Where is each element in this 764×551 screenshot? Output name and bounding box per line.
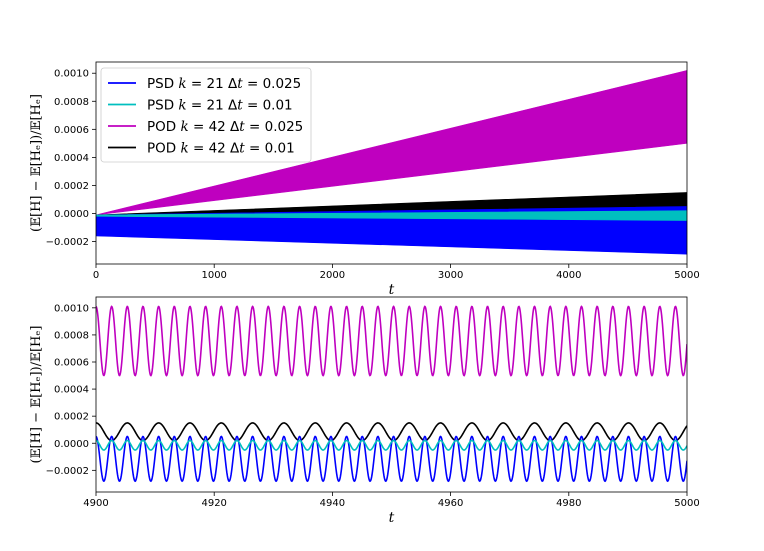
top-ytick-label: 0.0004 <box>54 153 89 164</box>
bottom-ytick-label: 0.0004 <box>54 385 89 396</box>
legend-entry-part: 42 <box>209 141 226 157</box>
bottom-series-line-0 <box>96 435 687 483</box>
bottom-xtick-label: 4920 <box>201 498 226 509</box>
bottom-xtick-label: 4940 <box>320 498 345 509</box>
top-xtick-label: 2000 <box>320 270 345 281</box>
top-xtick-label: 5000 <box>674 270 699 281</box>
legend-entry-part: = <box>243 76 263 92</box>
top-chart: 0 1000 2000 3000 4000 5000 −0.0002 0.0000 0.0002… <box>29 61 700 298</box>
bottom-series-line-2 <box>96 305 687 377</box>
legend-entry-part: = <box>245 119 265 135</box>
top-ytick-label: 0.0010 <box>54 69 89 80</box>
bottom-ytick-label: 0.0010 <box>54 303 89 314</box>
legend-entry-part: 21 <box>207 98 224 114</box>
bottom-ytick-label: 0.0002 <box>54 412 89 423</box>
top-series-band-2 <box>96 70 687 216</box>
bottom-xtick-label: 4980 <box>556 498 581 509</box>
legend-entry-part: 21 <box>207 76 224 92</box>
legend-box <box>100 67 312 163</box>
top-frame <box>95 61 688 265</box>
legend-entry-part: t <box>239 141 245 157</box>
top-xlabel: t <box>389 282 395 298</box>
legend-entry-part: k <box>180 141 188 157</box>
legend-entry-part: k <box>178 76 186 92</box>
bottom-chart: 4900 4920 4940 4960 4980 5000 −0.0002 0.0000 0.0… <box>29 296 700 526</box>
bottom-xtick-label: 4960 <box>438 498 463 509</box>
top-ytick-label: 0.0000 <box>54 209 89 220</box>
legend-entry-part: 0.025 <box>265 119 304 135</box>
legend-entry-part: Δ <box>224 76 238 92</box>
legend-entry-part: = <box>189 141 209 157</box>
top-xtick-label: 3000 <box>438 270 463 281</box>
legend-entry-part: PSD <box>147 76 178 92</box>
legend-entry-part: 0.025 <box>263 76 302 92</box>
legend-entry-part: k <box>180 119 188 135</box>
top-ytick-label: 0.0006 <box>54 125 89 136</box>
legend-entry-part: k <box>178 98 186 114</box>
legend-entry-part: Δ <box>224 98 238 114</box>
legend-entry-part: = <box>189 119 209 135</box>
legend-entry-part: = <box>187 76 207 92</box>
bottom-ytick-label: 0.0006 <box>54 358 89 369</box>
legend-entry-part: 0.01 <box>263 98 293 114</box>
bottom-ytick-label: 0.0000 <box>54 439 89 450</box>
bottom-plot-area <box>96 305 687 483</box>
top-ylabel: (𝔼[H] − 𝔼[Hₑ])/𝔼[Hₑ] <box>29 94 44 232</box>
top-plot-area <box>96 70 687 255</box>
bottom-ylabel: (𝔼[H] − 𝔼[Hₑ])/𝔼[Hₑ] <box>29 326 44 464</box>
legend-entry-label: POD k = 42 Δt = 0.01 <box>147 141 295 157</box>
top-ytick-label: 0.0008 <box>54 97 89 108</box>
legend-entry-part: POD <box>147 141 180 157</box>
legend-entry-label: PSD k = 21 Δt = 0.01 <box>147 98 293 114</box>
legend-entry-part: t <box>239 119 245 135</box>
bottom-ytick-label: −0.0002 <box>46 466 89 477</box>
legend-entry-part: 42 <box>209 119 226 135</box>
legend-entry-part: t <box>237 76 243 92</box>
legend-entry-label: PSD k = 21 Δt = 0.025 <box>147 76 301 92</box>
legend-entry-part: PSD <box>147 98 178 114</box>
top-ytick-label: 0.0002 <box>54 181 89 192</box>
bottom-xlabel: t <box>389 510 395 526</box>
top-series-band-1 <box>96 210 687 221</box>
bottom-series-line-1 <box>96 439 687 451</box>
legend-entry-part: = <box>245 141 265 157</box>
top-xtick-label: 1000 <box>201 270 226 281</box>
legend-entry-label: POD k = 42 Δt = 0.025 <box>147 119 303 135</box>
legend-entry-part: Δ <box>226 119 240 135</box>
legend-entry-part: 0.01 <box>265 141 295 157</box>
top-xtick-label: 4000 <box>556 270 581 281</box>
legend-entry-part: = <box>243 98 263 114</box>
top-ytick-label: −0.0002 <box>46 237 89 248</box>
bottom-frame <box>95 296 688 493</box>
bottom-xtick-label: 5000 <box>674 498 699 509</box>
legend-entry-part: POD <box>147 119 180 135</box>
bottom-ytick-label: 0.0008 <box>54 330 89 341</box>
legend-entry-part: Δ <box>226 141 240 157</box>
bottom-xtick-label: 4900 <box>83 498 108 509</box>
legend-entry-part: t <box>237 98 243 114</box>
top-xtick-label: 0 <box>93 270 99 281</box>
legend-entry-part: = <box>187 98 207 114</box>
